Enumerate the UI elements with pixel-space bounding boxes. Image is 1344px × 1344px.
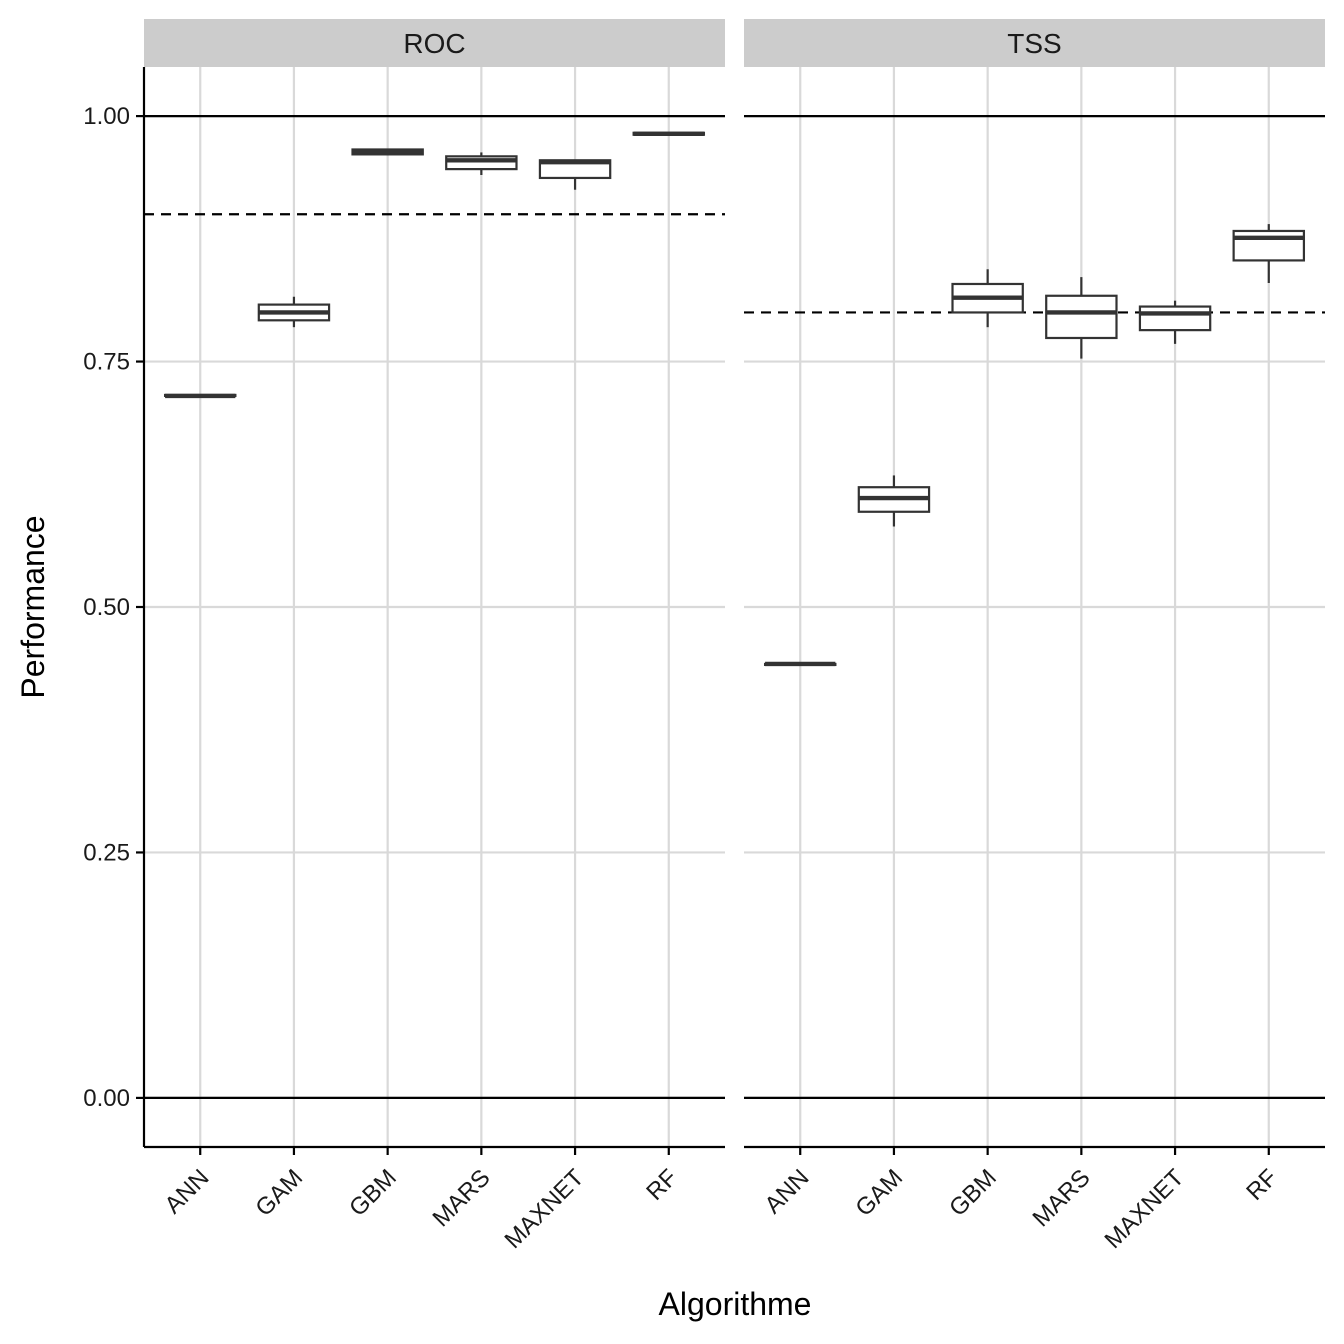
x-tick-label-roc-ann: ANN	[160, 1164, 215, 1219]
x-tick-label-roc-mars: MARS	[427, 1164, 495, 1232]
y-tick-label-3: 0.75	[83, 349, 130, 376]
strip-label-tss: TSS	[1007, 28, 1061, 59]
strip-tss	[744, 19, 1325, 67]
x-tick-label-tss-gam: GAM	[850, 1164, 908, 1222]
box-tss-maxnet	[1138, 305, 1212, 332]
x-tick-label-tss-gbm: GBM	[944, 1164, 1002, 1222]
x-tick-label-tss-mars: MARS	[1027, 1164, 1095, 1232]
strip-roc	[144, 19, 725, 67]
x-tick-label-roc-maxnet: MAXNET	[499, 1164, 589, 1254]
box-tss-rf	[1232, 229, 1306, 262]
strip-label-roc: ROC	[403, 28, 465, 59]
x-axis-title: Algorithme	[659, 1286, 812, 1322]
y-tick-label-1: 0.25	[83, 839, 130, 866]
box-tss-mars	[1045, 294, 1118, 340]
x-tick-label-tss-maxnet: MAXNET	[1099, 1164, 1189, 1254]
x-tick-label-roc-gbm: GBM	[344, 1164, 402, 1222]
x-tick-label-tss-rf: RF	[1241, 1164, 1283, 1206]
y-tick-label-4: 1.00	[83, 103, 130, 130]
y-axis-title: Performance	[15, 515, 51, 698]
x-tick-label-tss-ann: ANN	[760, 1164, 815, 1219]
y-tick-label-0: 0.00	[83, 1085, 130, 1112]
x-tick-label-roc-rf: RF	[641, 1164, 683, 1206]
x-tick-label-roc-gam: GAM	[250, 1164, 308, 1222]
y-tick-label-2: 0.50	[83, 594, 130, 621]
